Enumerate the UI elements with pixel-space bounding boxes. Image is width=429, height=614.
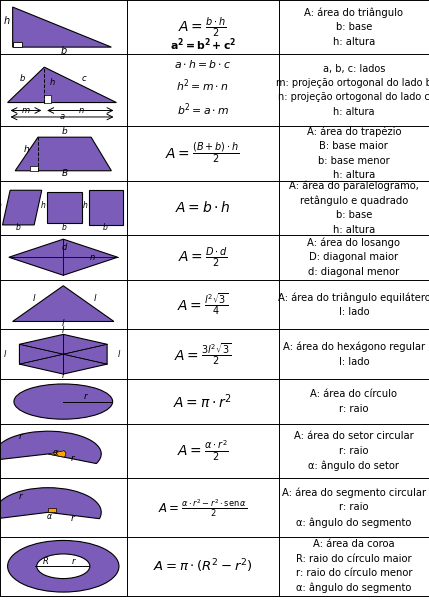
Text: $A = \frac{3l^2\sqrt{3}}{2}$: $A = \frac{3l^2\sqrt{3}}{2}$ [174,341,232,367]
Text: l: l [118,350,120,359]
Text: h: h [0,201,1,209]
Text: a, b, c: lados
m: projeção ortogonal do lado b
n: projeção ortogonal do lado c
h: a, b, c: lados m: projeção ortogonal do … [276,64,429,117]
Text: b: b [20,74,25,83]
Text: b: b [60,46,66,56]
Text: l: l [62,319,64,328]
Polygon shape [44,95,51,103]
Text: r: r [19,432,23,441]
Text: h: h [41,201,45,209]
Text: r: r [84,392,88,401]
Polygon shape [19,335,107,374]
Text: $A = \frac{(B+b) \cdot h}{2}$: $A = \frac{(B+b) \cdot h}{2}$ [166,141,240,166]
Wedge shape [48,451,66,457]
Text: $\alpha$: $\alpha$ [52,448,59,457]
Text: r: r [72,557,75,566]
Text: A: área do hexágono regular
l: lado: A: área do hexágono regular l: lado [283,342,425,367]
Text: d: d [62,244,67,252]
Text: A: área do paralelogramo,
retângulo e quadrado
b: base
h: altura: A: área do paralelogramo, retângulo e qu… [289,181,419,235]
Ellipse shape [8,540,119,592]
Polygon shape [47,192,82,223]
Text: $\alpha$: $\alpha$ [45,512,52,521]
Text: $\mathbf{a^2 = b^2 + c^2}$
$a \cdot h = b \cdot c$
$h^2 = m \cdot n$
$b^2 = a \c: $\mathbf{a^2 = b^2 + c^2}$ $a \cdot h = … [169,36,236,142]
Text: R: R [42,557,48,566]
Text: c: c [81,74,86,83]
Polygon shape [15,137,112,171]
Text: n: n [79,106,84,115]
Text: h: h [24,146,30,154]
Wedge shape [0,431,101,464]
Text: r: r [71,513,75,523]
Polygon shape [13,42,21,47]
Text: $A = \pi \cdot r^2$: $A = \pi \cdot r^2$ [173,392,232,411]
Text: b: b [62,127,67,136]
Polygon shape [13,7,112,47]
Polygon shape [9,239,118,275]
Text: A: área do triângulo equilátero
l: lado: A: área do triângulo equilátero l: lado [278,292,429,317]
Text: h: h [3,15,9,26]
Text: A: área do círculo
r: raio: A: área do círculo r: raio [311,389,397,414]
Polygon shape [13,286,114,322]
Text: A: área da coroa
R: raio do círculo maior
r: raio do círculo menor
α: ângulo do : A: área da coroa R: raio do círculo maio… [296,539,412,593]
Text: $A = \frac{\alpha \cdot r^2}{2}$: $A = \frac{\alpha \cdot r^2}{2}$ [177,439,229,464]
Text: h: h [49,78,54,87]
Wedge shape [0,488,101,519]
Text: A: área do triângulo
b: base
h: altura: A: área do triângulo b: base h: altura [305,7,403,47]
Text: A: área do setor circular
r: raio
α: ângulo do setor: A: área do setor circular r: raio α: âng… [294,432,414,471]
Text: b: b [15,223,20,232]
Polygon shape [48,508,56,512]
Text: $A = \frac{D \cdot d}{2}$: $A = \frac{D \cdot d}{2}$ [178,246,228,269]
Text: $A = b \cdot h$: $A = b \cdot h$ [175,200,230,215]
Text: l: l [62,371,64,380]
Text: $A = \frac{\alpha \cdot r^2 - r^2 \cdot \mathrm{sen}\,\alpha}{2}$: $A = \frac{\alpha \cdot r^2 - r^2 \cdot … [158,497,247,519]
Text: m: m [21,106,29,115]
Text: l: l [94,294,96,303]
Text: A: área do segmento circular
r: raio
α: ângulo do segmento: A: área do segmento circular r: raio α: … [282,488,426,527]
Polygon shape [30,166,38,171]
Text: $A = \frac{l^2\sqrt{3}}{4}$: $A = \frac{l^2\sqrt{3}}{4}$ [177,292,228,317]
Text: $A = \frac{b \cdot h}{2}$: $A = \frac{b \cdot h}{2}$ [178,15,227,39]
Text: A: área do trapézio
B: base maior
b: base menor
h: altura: A: área do trapézio B: base maior b: bas… [307,126,401,181]
Text: h: h [82,201,87,209]
Text: l: l [4,350,6,359]
Polygon shape [8,67,116,103]
Text: r: r [19,492,23,501]
Text: l: l [62,326,64,335]
Text: b: b [62,223,67,232]
Text: r: r [71,454,75,463]
Polygon shape [88,190,123,225]
Text: a: a [60,112,65,121]
Text: n: n [90,253,95,262]
Polygon shape [3,190,42,225]
Text: A: área do losango
D: diagonal maior
d: diagonal menor: A: área do losango D: diagonal maior d: … [308,238,400,277]
Ellipse shape [14,384,113,419]
Text: $A = \pi \cdot (R^2 - r^2)$: $A = \pi \cdot (R^2 - r^2)$ [153,558,253,575]
Text: B: B [61,169,68,177]
Ellipse shape [37,554,90,578]
Text: l: l [33,294,36,303]
Text: b: b [103,223,108,232]
